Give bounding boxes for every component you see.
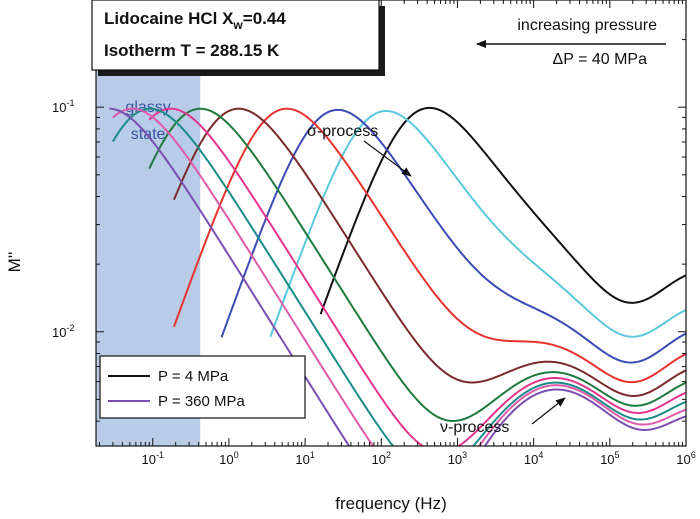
x-tick-label: 102 xyxy=(372,450,391,467)
series-line-120mpa xyxy=(173,107,686,384)
x-tick-label: 100 xyxy=(219,450,238,467)
nu-process-arrow xyxy=(531,397,566,425)
legend-label: P = 4 MPa xyxy=(158,368,229,385)
info-box-substance: Lidocaine HCl X xyxy=(104,9,234,28)
series-line-160mpa xyxy=(173,107,686,397)
info-box-line1: Lidocaine HCl Xw=0.44 xyxy=(104,9,286,32)
series-line-200mpa xyxy=(148,107,686,422)
x-tick-label: 101 xyxy=(295,450,314,467)
y-tick-label: 10-1 xyxy=(52,98,74,115)
x-tick-label: 105 xyxy=(600,450,619,467)
legend-label: P = 360 MPa xyxy=(158,393,246,410)
series-line-360mpa xyxy=(109,107,686,446)
plot-frame xyxy=(95,0,687,447)
series-line-80mpa xyxy=(220,108,686,364)
axis-ticks xyxy=(96,0,687,446)
x-tick-label: 106 xyxy=(676,450,695,467)
info-box xyxy=(91,0,380,71)
x-tick-labels: 10-1 100 101 102 103 104 105 106 xyxy=(141,450,695,467)
info-box-subscript: w xyxy=(232,18,243,32)
y-axis-title: M'' xyxy=(5,252,24,273)
nu-process-label: ν-process xyxy=(440,419,509,436)
legend: P = 4 MPa P = 360 MPa xyxy=(108,368,246,410)
x-tick-label: 10-1 xyxy=(141,450,163,467)
x-axis-title: frequency (Hz) xyxy=(335,494,446,513)
sigma-process-label: σ-process xyxy=(307,123,378,140)
series-line-320mpa xyxy=(112,107,686,446)
pressure-note-line1: increasing pressure xyxy=(517,17,657,34)
series-line-280mpa xyxy=(112,107,686,446)
y-tick-label: 10-2 xyxy=(52,323,74,340)
sigma-process-arrow xyxy=(363,140,412,177)
legend-box xyxy=(99,355,306,419)
y-tick-labels: 10-2 10-1 xyxy=(52,98,74,340)
info-box-value: =0.44 xyxy=(243,9,287,28)
x-tick-label: 104 xyxy=(524,450,543,467)
series-line-40mpa xyxy=(269,109,686,338)
info-box-line2: Isotherm T = 288.15 K xyxy=(104,41,280,60)
x-tick-label: 103 xyxy=(448,450,467,467)
series-line-4mpa xyxy=(319,106,686,315)
pressure-note-line2: ΔP = 40 MPa xyxy=(553,51,648,68)
